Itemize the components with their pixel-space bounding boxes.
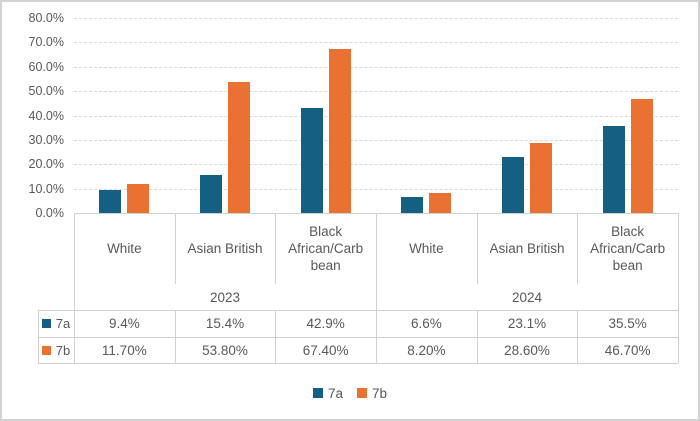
legend-swatch-7b-icon <box>357 388 367 398</box>
table-group-divider <box>376 213 377 363</box>
bar-7b-2 <box>228 81 250 213</box>
legend-swatch-7a-icon <box>312 388 323 398</box>
year-header-2023: 2023 <box>209 289 241 305</box>
value-cell-7a-6: 35.5% <box>608 316 647 331</box>
bar-7a-6 <box>602 126 625 213</box>
gridline <box>74 139 678 141</box>
gridline <box>74 115 678 117</box>
bar-7b-5 <box>530 143 552 213</box>
chart-legend: 7a 7b <box>0 384 700 402</box>
value-cell-7a-3: 42.9% <box>306 316 345 331</box>
y-axis-tick-label: 0.0% <box>35 206 65 220</box>
value-cell-7a-1: 9.4% <box>108 316 140 331</box>
table-keycol-border <box>74 310 75 363</box>
legend-entry-7a: 7a <box>312 385 343 401</box>
table-cell-divider <box>275 310 277 363</box>
series-key-label: 7a <box>55 316 71 331</box>
table-left-border-rows <box>38 310 39 363</box>
gridline <box>74 66 678 68</box>
category-header-2: Asian British <box>187 241 263 256</box>
bar-7a-3 <box>300 108 323 213</box>
category-header-3: Black African/Carb bean <box>288 224 364 273</box>
table-row-divider <box>38 337 678 338</box>
gridline <box>74 42 678 44</box>
table-bottom-border <box>38 363 678 364</box>
table-cell-divider <box>577 310 579 363</box>
legend-entry-7b: 7b <box>357 386 387 401</box>
y-axis-tick-label: 30.0% <box>28 132 64 147</box>
bar-7a-5 <box>502 156 524 213</box>
legend-label-7a: 7a <box>327 385 343 401</box>
bar-7a-2 <box>200 175 222 213</box>
value-cell-7b-4: 8.20% <box>407 342 446 358</box>
table-cell-divider <box>476 310 478 363</box>
value-cell-7a-2: 15.4% <box>205 316 245 331</box>
y-axis-tick-label: 40.0% <box>28 108 64 123</box>
category-header-4: White <box>409 241 444 256</box>
category-header-5: Asian British <box>489 241 565 256</box>
table-left-border-header <box>74 213 75 310</box>
y-axis-tick-label: 70.0% <box>28 35 64 50</box>
y-axis-tick-label: 50.0% <box>28 84 64 99</box>
y-axis-tick-label: 80.0% <box>28 11 64 25</box>
bar-7b-3 <box>328 48 351 213</box>
gridline <box>74 188 678 190</box>
bar-7a-1 <box>99 190 122 213</box>
gridline <box>74 164 678 166</box>
value-cell-7b-6: 46.70% <box>604 342 651 358</box>
gridline <box>74 91 678 93</box>
table-category-divider <box>174 213 176 284</box>
value-cell-7b-3: 67.40% <box>302 342 349 358</box>
value-cell-7a-5: 23.1% <box>507 316 547 331</box>
value-cell-7a-4: 6.6% <box>410 316 442 331</box>
bar-7b-1 <box>127 184 150 213</box>
category-header-1: White <box>107 241 142 256</box>
value-cell-7b-2: 53.80% <box>202 342 248 358</box>
value-cell-7b-1: 11.70% <box>101 342 147 358</box>
table-series-key-7b: 7b <box>38 337 74 363</box>
table-cell-divider <box>174 310 176 363</box>
y-axis-tick-label: 60.0% <box>28 59 64 74</box>
value-cell-7b-5: 28.60% <box>504 342 550 358</box>
bar-7a-4 <box>401 196 424 213</box>
table-category-divider <box>577 213 579 284</box>
y-axis-tick-label: 20.0% <box>28 157 64 172</box>
bar-7b-6 <box>630 99 653 213</box>
legend-label-7b: 7b <box>372 385 388 401</box>
table-category-divider <box>476 213 478 284</box>
category-header-6: Black African/Carb bean <box>590 224 666 273</box>
series-key-label: 7b <box>55 342 71 358</box>
table-right-border <box>678 213 679 363</box>
gridline <box>74 18 678 19</box>
series-key-swatch-7b-icon <box>41 345 51 355</box>
table-series-key-7a: 7a <box>38 310 74 337</box>
y-axis-tick-label: 10.0% <box>28 181 64 196</box>
year-header-2024: 2024 <box>511 289 543 305</box>
table-category-divider <box>275 213 277 284</box>
table-header-bottom-border <box>38 310 678 311</box>
series-key-swatch-7a-icon <box>41 319 51 328</box>
bar-7b-4 <box>429 193 452 213</box>
